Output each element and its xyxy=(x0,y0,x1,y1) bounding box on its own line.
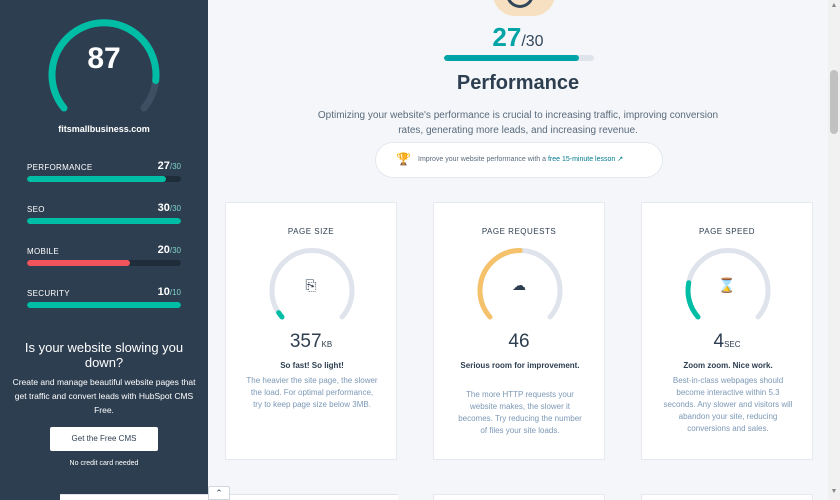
section-score-bar-fill xyxy=(444,55,579,61)
metric-bar-fill xyxy=(27,260,130,266)
lesson-text: Improve your website performance with a xyxy=(418,156,548,163)
card-verdict: So fast! So light! xyxy=(280,361,344,370)
card-gauge xyxy=(685,248,771,320)
metric-label: SEO xyxy=(27,205,45,214)
metric-value: 10/10 xyxy=(157,286,181,298)
card-value: 46 xyxy=(508,331,530,352)
metric-value: 30/30 xyxy=(157,202,181,214)
metric-bar xyxy=(27,176,181,182)
card-value: 4SEC xyxy=(713,331,741,352)
metric-mobile[interactable]: MOBILE 20/30 xyxy=(27,244,181,266)
metric-value: 20/30 xyxy=(157,244,181,256)
file-code-icon: ⎘ xyxy=(305,277,317,293)
overall-score: 87 xyxy=(87,42,121,75)
get-free-cms-button[interactable]: Get the Free CMS xyxy=(50,427,158,451)
metric-bar-fill xyxy=(27,302,181,308)
card-description: The heavier the site page, the slower th… xyxy=(246,376,378,409)
metric-bar xyxy=(27,218,181,224)
card-gauge xyxy=(269,248,355,320)
next-card-stub xyxy=(641,494,813,500)
card-gauge xyxy=(477,248,563,320)
card-page-speed: PAGE SPEED ⌛ 4SEC Zoom zoom. Nice work. … xyxy=(641,202,813,460)
card-title: PAGE SPEED xyxy=(699,227,755,236)
trophy-icon: 🏆 xyxy=(396,152,411,166)
metric-label: PERFORMANCE xyxy=(27,163,93,172)
scroll-down-arrow[interactable]: ▼ xyxy=(830,488,838,495)
card-page-requests: PAGE REQUESTS ☁ 46 Serious room for impr… xyxy=(433,202,605,460)
metric-seo[interactable]: SEO 30/30 xyxy=(27,202,181,224)
metric-bar xyxy=(27,302,181,308)
metric-performance[interactable]: PERFORMANCE 27/30 xyxy=(27,160,181,182)
lesson-link[interactable]: free 15-minute lesson xyxy=(547,156,616,163)
section-score: 27/30 xyxy=(492,22,544,52)
metric-label: MOBILE xyxy=(27,247,60,256)
metric-security[interactable]: SECURITY 10/10 xyxy=(27,286,181,308)
metric-bar xyxy=(27,260,181,266)
section-score-bar xyxy=(444,55,594,61)
metric-value: 27/30 xyxy=(157,160,181,172)
metric-bar-fill xyxy=(27,218,181,224)
site-domain: fitsmallbusiness.com xyxy=(58,124,150,134)
card-page-size: PAGE SIZE ⎘ 357KB So fast! So light! The… xyxy=(225,202,397,460)
next-card-stub xyxy=(433,494,605,500)
main-content: 27/30 Performance Optimizing your websit… xyxy=(208,0,828,500)
metric-bar-fill xyxy=(27,176,166,182)
card-description: Best-in-class webpages should become int… xyxy=(663,376,793,433)
chevron-up-icon[interactable]: ⌃ xyxy=(208,486,230,500)
card-verdict: Serious room for improvement. xyxy=(460,361,580,370)
card-description: The more HTTP requests your website make… xyxy=(458,390,582,435)
section-title: Performance xyxy=(456,72,580,94)
hourglass-icon: ⌛ xyxy=(718,277,736,293)
section-description: Optimizing your website's performance is… xyxy=(317,110,719,136)
metric-label: SECURITY xyxy=(27,289,70,298)
promo-title: Is your website slowing you down? xyxy=(24,340,184,370)
card-title: PAGE REQUESTS xyxy=(481,227,557,236)
external-link-icon[interactable]: ↗ xyxy=(615,156,624,163)
card-value: 357KB xyxy=(289,331,333,352)
card-title: PAGE SIZE xyxy=(287,227,335,236)
scrollbar-thumb[interactable] xyxy=(830,70,838,134)
card-verdict: Zoom zoom. Nice work. xyxy=(683,361,773,370)
performance-badge xyxy=(493,0,555,16)
sidebar: 87 fitsmallbusiness.com PERFORMANCE 27/3… xyxy=(0,0,208,500)
overall-score-gauge xyxy=(48,19,160,112)
cloud-download-icon: ☁ xyxy=(512,277,526,293)
promo-text: Create and manage beautiful website page… xyxy=(12,377,196,415)
lesson-banner: Improve your website performance with a … xyxy=(375,142,663,178)
no-credit-card-note: No credit card needed xyxy=(69,460,139,467)
scroll-up-arrow[interactable]: ▲ xyxy=(830,2,838,9)
